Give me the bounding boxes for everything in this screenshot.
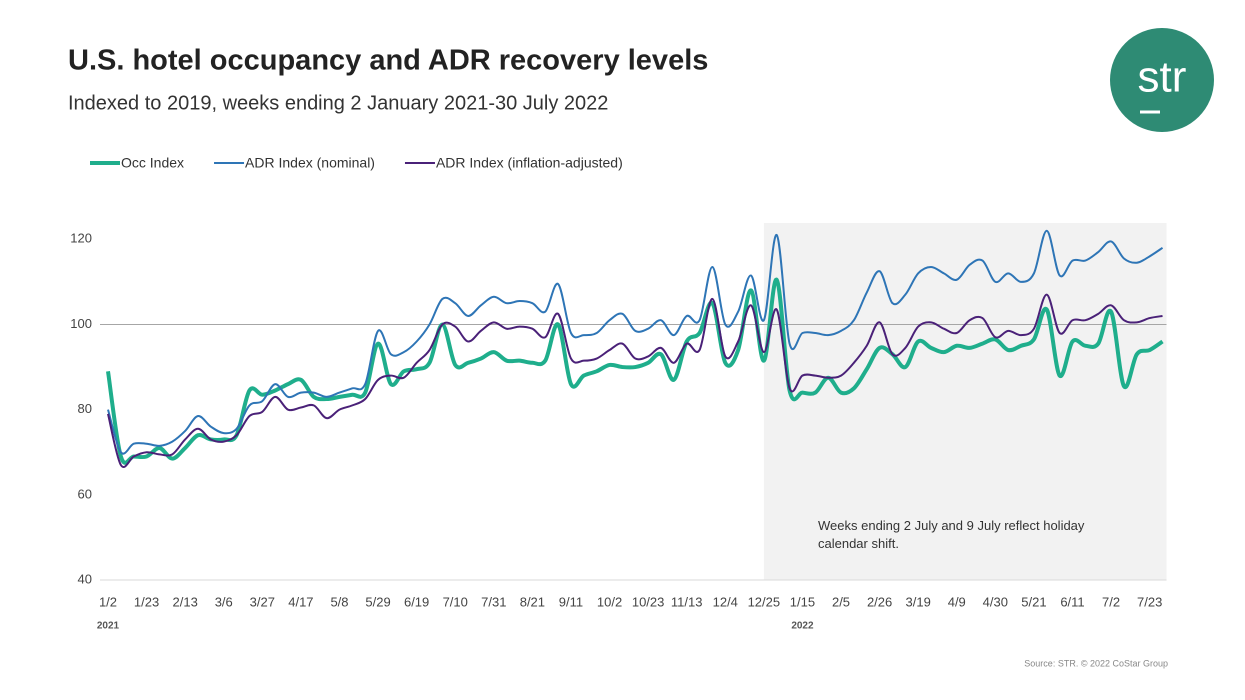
chart-subtitle: Indexed to 2019, weeks ending 2 January … <box>68 92 608 114</box>
annotation: Weeks ending 2 July and 9 July reflect h… <box>818 518 1085 551</box>
x-tick-label: 4/17 <box>288 594 313 609</box>
source: Source: STR. © 2022 CoStar Group <box>1024 658 1168 668</box>
legend-label: Occ Index <box>121 155 184 171</box>
logo-circle <box>1110 28 1214 132</box>
shaded-region <box>763 223 1167 580</box>
legend-label: ADR Index (inflation-adjusted) <box>436 155 623 171</box>
legend-label: ADR Index (nominal) <box>245 155 375 171</box>
x-tick-label: 11/13 <box>671 594 703 609</box>
x-tick-label: 1/2 <box>99 594 117 609</box>
x-tick-label: 5/29 <box>365 594 390 609</box>
x-tick-label: 6/11 <box>1060 594 1084 609</box>
x-tick-label: 5/21 <box>1021 594 1046 609</box>
x-tick-label: 10/23 <box>632 594 665 609</box>
x-tick-label: 4/9 <box>948 594 966 609</box>
x-tick-label: 10/2 <box>597 594 622 609</box>
x-group-label: 2021 <box>97 621 120 632</box>
x-tick-label: 7/10 <box>443 594 468 609</box>
x-tick-label: 9/11 <box>559 594 583 609</box>
x-group-label: 2022 <box>791 621 814 632</box>
x-tick-label: 4/30 <box>983 594 1008 609</box>
x-tick-label: 2/5 <box>832 594 850 609</box>
x-tick-label: 12/25 <box>748 594 781 609</box>
series-line <box>107 293 1163 468</box>
x-tick-label: 5/8 <box>330 594 348 609</box>
y-tick-label: 40 <box>78 571 92 586</box>
y-tick-label: 100 <box>70 316 92 331</box>
x-tick-label: 3/6 <box>215 594 233 609</box>
x-tick-label: 1/23 <box>134 594 159 609</box>
y-tick-label: 120 <box>70 231 92 246</box>
x-tick-label: 6/19 <box>404 594 429 609</box>
x-tick-label: 12/4 <box>713 594 738 609</box>
x-tick-label: 7/31 <box>481 594 506 609</box>
y-tick-label: 80 <box>78 401 92 416</box>
x-tick-label: 1/15 <box>790 594 815 609</box>
y-tick-label: 60 <box>78 486 92 501</box>
chart-title: U.S. hotel occupancy and ADR recovery le… <box>68 45 708 77</box>
x-tick-label: 3/19 <box>906 594 931 609</box>
series-line <box>107 229 1164 455</box>
x-tick-label: 7/23 <box>1137 594 1162 609</box>
x-tick-label: 7/2 <box>1102 594 1120 609</box>
x-tick-label: 2/26 <box>867 594 892 609</box>
series-line <box>106 277 1164 465</box>
x-tick-label: 8/21 <box>520 594 545 609</box>
logo: str <box>1138 53 1187 102</box>
x-tick-label: 3/27 <box>250 594 275 609</box>
x-tick-label: 2/13 <box>173 594 198 609</box>
